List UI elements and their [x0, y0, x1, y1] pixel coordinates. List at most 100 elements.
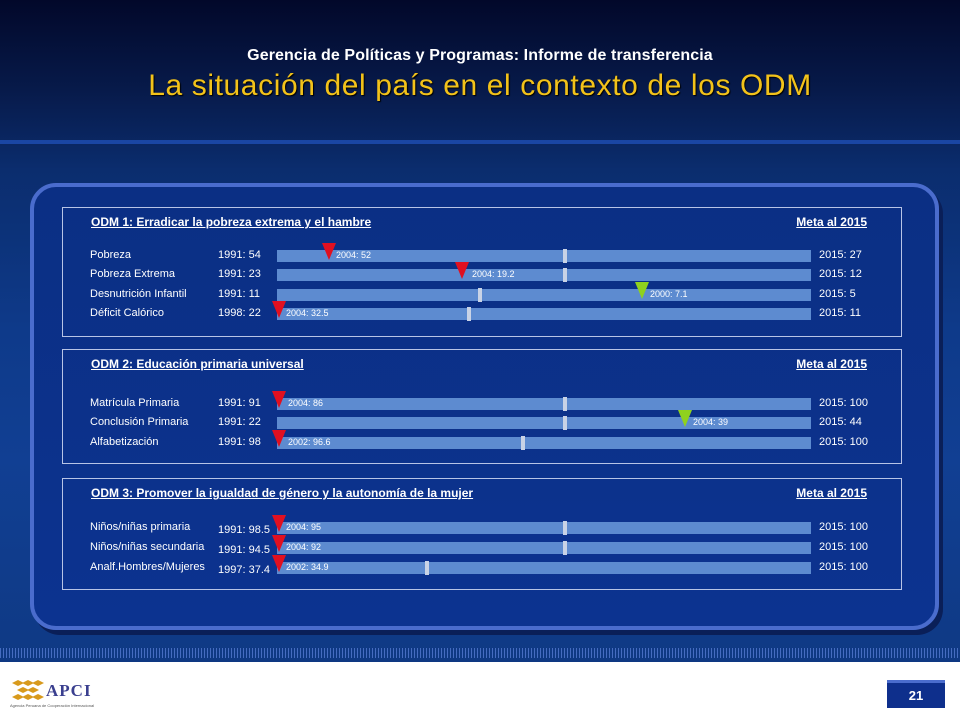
- header-subtitle: Gerencia de Políticas y Programas: Infor…: [247, 47, 713, 64]
- target-tick: [563, 541, 568, 555]
- status-marker-down: [272, 515, 286, 532]
- indicator-label: Déficit Calórico: [90, 307, 164, 319]
- logo-subtext: Agencia Peruana de Cooperación Internaci…: [10, 703, 95, 708]
- current-value-label: 2004: 52: [336, 250, 372, 260]
- status-marker-down: [272, 535, 286, 552]
- page-number-accent: [887, 680, 945, 683]
- dotted-divider: [0, 648, 960, 658]
- target-tick: [424, 561, 429, 575]
- status-marker-down: [272, 555, 286, 572]
- progress-bar: 2004: 32.5: [272, 301, 811, 321]
- indicator-target: 2015: 44: [819, 416, 862, 428]
- section-meta: Meta al 2015: [796, 486, 867, 500]
- indicator-row: Pobreza 1991: 54 2004: 52 2015: 27: [63, 243, 901, 266]
- target-tick: [563, 268, 568, 282]
- section-title: ODM 1: Erradicar la pobreza extrema y el…: [91, 215, 372, 229]
- apci-logo: APCI Agencia Peruana de Cooperación Inte…: [8, 676, 112, 714]
- current-value-label: 2000: 7.1: [650, 289, 688, 299]
- indicator-target: 2015: 5: [819, 288, 856, 300]
- indicator-row: Desnutrición Infantil 1991: 11 2000: 7.1…: [63, 282, 901, 305]
- indicator-label: Alfabetización: [90, 436, 159, 448]
- status-marker-down: [455, 262, 469, 279]
- status-marker-down: [272, 301, 286, 318]
- indicator-baseline: 1991: 23: [218, 268, 261, 280]
- current-value-label: 2004: 92: [286, 542, 322, 552]
- indicator-label: Pobreza: [90, 249, 131, 261]
- indicator-row: Déficit Calórico 1998: 22 2004: 32.5 201…: [63, 301, 901, 324]
- indicator-baseline: 1998: 22: [218, 307, 261, 319]
- section-title: ODM 3: Promover la igualdad de género y …: [91, 486, 474, 500]
- section-meta: Meta al 2015: [796, 357, 867, 371]
- target-tick: [467, 307, 472, 321]
- current-value-label: 2004: 32.5: [286, 308, 329, 318]
- current-value-label: 2002: 34.9: [286, 562, 329, 572]
- section-odm3: ODM 3: Promover la igualdad de género y …: [62, 478, 902, 590]
- section-meta: Meta al 2015: [796, 215, 867, 229]
- progress-bar: 2002: 96.6: [272, 430, 811, 450]
- footer: [0, 662, 960, 720]
- progress-bar: 2004: 39: [277, 410, 811, 430]
- indicator-label: Desnutrición Infantil: [90, 288, 187, 300]
- progress-bar: 2004: 95: [272, 515, 811, 535]
- indicator-label: Niños/niñas primaria: [90, 521, 191, 533]
- target-tick: [563, 397, 568, 411]
- target-tick: [520, 436, 525, 450]
- status-marker-down: [322, 243, 336, 260]
- status-marker-down: [635, 282, 649, 299]
- current-value-label: 2004: 95: [286, 522, 322, 532]
- indicator-row: Matrícula Primaria 1991: 91 2004: 86 201…: [63, 391, 901, 414]
- page-number: 21: [887, 683, 945, 708]
- progress-bar: 2004: 86: [272, 391, 811, 411]
- indicator-label: Conclusión Primaria: [90, 416, 189, 428]
- current-value-label: 2004: 19.2: [472, 269, 515, 279]
- indicator-baseline: 1991: 91: [218, 397, 261, 409]
- progress-bar: 2002: 34.9: [272, 555, 811, 575]
- indicator-baseline: 1991: 11: [218, 288, 261, 300]
- progress-bar: 2000: 7.1: [277, 282, 811, 302]
- current-value-label: 2004: 86: [288, 398, 324, 408]
- progress-bar: 2004: 19.2: [277, 262, 811, 282]
- indicator-baseline: 1991: 22: [218, 416, 261, 428]
- indicator-row: Analf.Hombres/Mujeres 1997: 37.4 2002: 3…: [63, 555, 901, 578]
- indicator-row: Alfabetización 1991: 98 2002: 96.6 2015:…: [63, 430, 901, 453]
- status-marker-down: [678, 410, 692, 427]
- progress-bar: 2004: 52: [277, 243, 811, 263]
- indicator-label: Matrícula Primaria: [90, 397, 180, 409]
- header: Gerencia de Políticas y Programas: Infor…: [0, 0, 960, 144]
- indicator-target: 2015: 27: [819, 249, 862, 261]
- indicator-row: Niños/niñas secundaria 1991: 94.5 2004: …: [63, 535, 901, 558]
- indicator-target: 2015: 11: [819, 307, 862, 319]
- target-tick: [563, 521, 568, 535]
- indicator-target: 2015: 100: [819, 521, 868, 533]
- indicator-label: Niños/niñas secundaria: [90, 541, 205, 553]
- indicator-target: 2015: 12: [819, 268, 862, 280]
- indicator-label: Analf.Hombres/Mujeres: [90, 561, 205, 573]
- header-divider: [0, 140, 960, 144]
- section-odm1: ODM 1: Erradicar la pobreza extrema y el…: [62, 207, 902, 337]
- indicator-target: 2015: 100: [819, 436, 868, 448]
- target-tick: [563, 416, 568, 430]
- logo-text: APCI: [46, 681, 92, 700]
- indicator-label: Pobreza Extrema: [90, 268, 175, 280]
- section-odm2: ODM 2: Educación primaria universal Meta…: [62, 349, 902, 464]
- apci-emblem-icon: [12, 680, 44, 700]
- indicator-row: Conclusión Primaria 1991: 22 2004: 39 20…: [63, 410, 901, 433]
- status-marker-down: [272, 391, 286, 408]
- progress-bar: 2004: 92: [272, 535, 811, 555]
- indicator-baseline: 1991: 94.5: [218, 544, 270, 556]
- status-marker-down: [272, 430, 286, 447]
- indicator-baseline: 1991: 98.5: [218, 524, 270, 536]
- indicator-target: 2015: 100: [819, 541, 868, 553]
- indicator-baseline: 1997: 37.4: [218, 564, 270, 576]
- target-tick: [563, 249, 568, 263]
- section-title: ODM 2: Educación primaria universal: [91, 357, 304, 371]
- page-title: La situación del país en el contexto de …: [148, 69, 812, 102]
- current-value-label: 2002: 96.6: [288, 437, 331, 447]
- indicator-target: 2015: 100: [819, 397, 868, 409]
- target-tick: [477, 288, 482, 302]
- indicator-row: Pobreza Extrema 1991: 23 2004: 19.2 2015…: [63, 262, 901, 285]
- indicator-row: Niños/niñas primaria 1991: 98.5 2004: 95…: [63, 515, 901, 538]
- indicator-baseline: 1991: 98: [218, 436, 261, 448]
- current-value-label: 2004: 39: [693, 417, 729, 427]
- indicator-target: 2015: 100: [819, 561, 868, 573]
